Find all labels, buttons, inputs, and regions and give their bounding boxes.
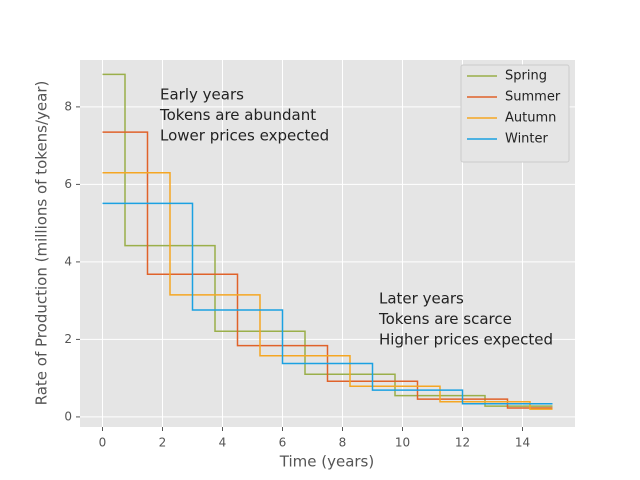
legend-label: Spring — [505, 69, 547, 84]
y-tick-label: 2 — [64, 332, 72, 346]
x-tick-label: 0 — [99, 436, 107, 450]
x-tick-label: 2 — [159, 436, 167, 450]
x-tick-label: 10 — [395, 436, 410, 450]
x-axis-label: Time (years) — [279, 453, 374, 471]
x-tick-label: 12 — [455, 436, 470, 450]
legend-label: Winter — [505, 132, 549, 147]
x-tick-label: 4 — [219, 436, 227, 450]
y-tick-label: 8 — [64, 99, 72, 113]
step-line — [102, 73, 553, 407]
annotation: Tokens are scarce — [378, 310, 512, 328]
x-tick-label: 8 — [339, 436, 347, 450]
annotation: Tokens are abundant — [159, 106, 316, 124]
x-tick-label: 6 — [279, 436, 287, 450]
legend-box — [460, 64, 570, 163]
y-axis-label: Rate of Production (millions of tokens/y… — [33, 81, 51, 406]
step-line — [102, 202, 553, 405]
annotation: Lower prices expected — [160, 127, 329, 145]
annotation: Higher prices expected — [379, 331, 553, 349]
y-tick-label: 6 — [64, 177, 72, 191]
x-tick-label: 14 — [515, 436, 530, 450]
annotation: Later years — [379, 290, 464, 308]
legend-label: Autumn — [505, 111, 556, 126]
y-tick-label: 0 — [64, 409, 72, 423]
annotation: Early years — [160, 86, 244, 104]
y-tick-label: 4 — [64, 254, 72, 268]
legend-label: Summer — [505, 90, 561, 105]
